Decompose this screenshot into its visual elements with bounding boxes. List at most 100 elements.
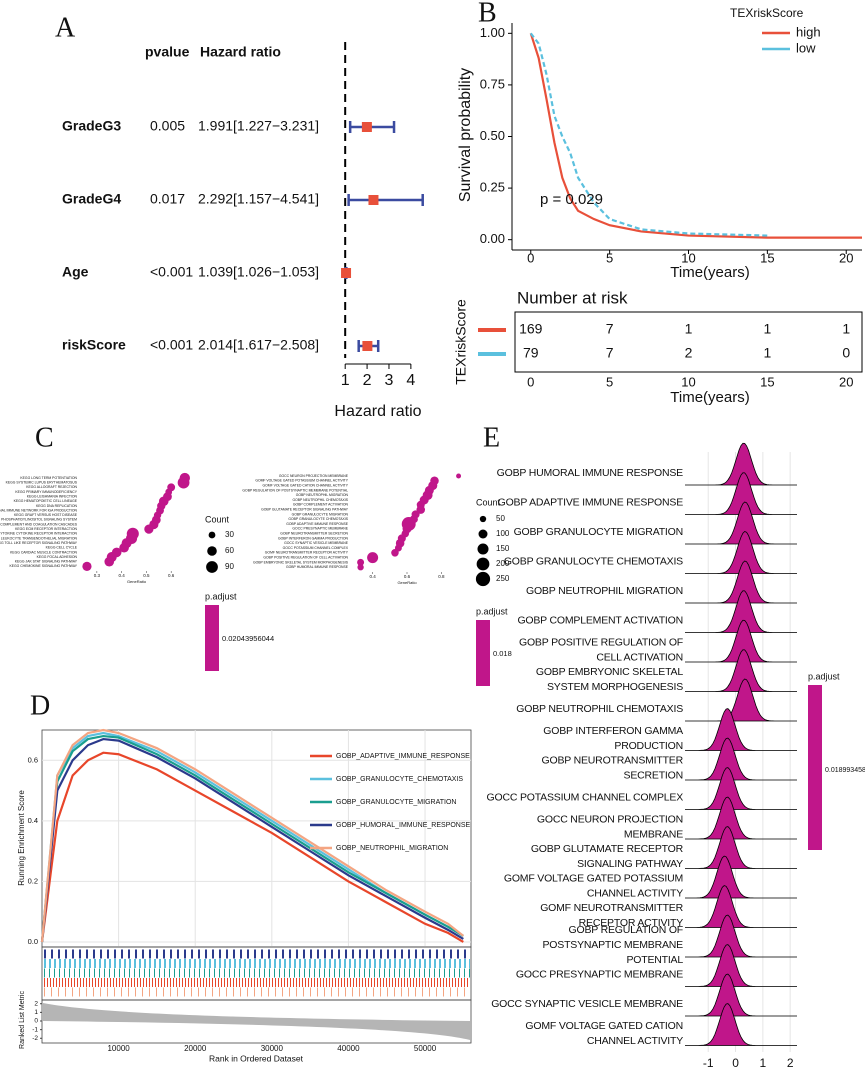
risk-count: 7 <box>606 321 614 337</box>
es-line <box>40 737 464 943</box>
term-label: KEGG PRIMARY IMMUNODEFICIENCY <box>15 490 77 494</box>
hr-box <box>361 122 372 132</box>
x-tick-label: 30000 <box>261 1044 284 1053</box>
p-value: <0.001 <box>150 264 193 280</box>
term-label: KEGG CARDIAC MUSCLE CONTRACTION <box>10 550 77 554</box>
dot <box>456 473 462 479</box>
term-label: GOCC SYNAPTIC VESICLE MEMBRANE <box>284 541 349 545</box>
survival-curve <box>529 32 768 237</box>
ridge <box>685 944 797 987</box>
ridge <box>685 619 797 663</box>
ridge <box>685 708 797 751</box>
x-tick-label: 20 <box>839 250 853 265</box>
x-tick-label: 20 <box>839 374 853 389</box>
x-tick-label: 15 <box>760 250 774 265</box>
ridge <box>685 914 797 958</box>
size-legend-dot <box>476 557 490 571</box>
size-legend-label: 150 <box>496 544 510 553</box>
x-tick-label: 0 <box>527 374 534 389</box>
row-label: GradeG3 <box>62 118 121 134</box>
term-label: KEGG DNA REPLICATION <box>36 504 78 508</box>
term-label: GOBP POSITIVE REGULATION OF CELL ACTIVAT… <box>263 555 348 559</box>
dot <box>367 552 379 564</box>
dot <box>177 476 190 489</box>
y-axis-label: Survival probability <box>457 68 474 202</box>
size-legend-dot <box>475 571 491 587</box>
x-tick-label: 4 <box>406 372 415 389</box>
y-axis-label: Running Enrichment Score <box>17 790 26 886</box>
dot <box>104 556 115 567</box>
x-tick-label: 10000 <box>107 1044 130 1053</box>
dot <box>119 542 129 553</box>
x-tick-label: 0.8 <box>438 574 445 579</box>
term-label: GOCC SYNAPTIC VESICLE MEMBRANE <box>491 998 683 1010</box>
term-label: GOMF NEUROTRANSMITTER <box>540 902 683 914</box>
y-tick-label: 1 <box>34 1009 38 1016</box>
ridge <box>685 472 797 515</box>
hr-label: 2.014[1.617−2.508] <box>198 337 319 353</box>
y-tick-label: 1.00 <box>480 25 505 40</box>
risk-count: 1 <box>842 321 850 337</box>
term-label: GOCC PRESYNAPTIC MEMBRANE <box>516 968 683 980</box>
term-label: MEMBRANE <box>624 828 683 840</box>
panel-label: C <box>35 422 54 453</box>
term-label: GOBP HUMORAL IMMUNE RESPONSE <box>286 565 349 569</box>
dot <box>391 549 399 557</box>
term-label: SIGNALING PATHWAY <box>577 858 683 870</box>
term-label: GOBP NEUROTRANSMITTER <box>542 754 684 766</box>
term-label: KEGG FOCAL ADHESION <box>37 555 78 559</box>
p-value: <0.001 <box>150 337 193 353</box>
hr-label: 1.991[1.227−3.231] <box>198 118 319 134</box>
x-axis-label: Rank in Ordered Dataset <box>209 1053 304 1063</box>
survival-curve <box>529 32 862 239</box>
term-label: POSTSYNAPTIC MEMBRANE <box>543 939 684 951</box>
color-legend-label: 0.018 <box>493 649 512 658</box>
size-legend-dot <box>207 546 217 556</box>
es-line <box>40 751 464 943</box>
term-label: CELL ACTIVATION <box>596 651 683 663</box>
size-legend-dot <box>208 531 216 539</box>
dot <box>82 561 92 571</box>
size-legend-label: 250 <box>496 574 510 583</box>
term-label: GOMF VOLTAGE GATED POTASSIUM CHANNEL ACT… <box>255 479 348 483</box>
x-tick-label: 3 <box>385 372 394 389</box>
panel-label: A <box>55 12 76 43</box>
term-label: SECRETION <box>624 769 683 781</box>
risk-count: 7 <box>606 345 614 361</box>
term-label: GOCC PRESYNAPTIC MEMBRANE <box>292 527 348 531</box>
size-legend-dot <box>479 515 487 523</box>
row-label: Age <box>62 264 89 280</box>
term-label: GOMF VOLTAGE GATED POTASSIUM <box>504 872 683 884</box>
size-legend-label: 60 <box>225 546 234 555</box>
term-label: GOCC NEURON PROJECTION <box>537 813 683 825</box>
size-legend-title: Count <box>476 497 501 507</box>
x-tick-label: 50000 <box>414 1044 437 1053</box>
es-line <box>40 734 464 943</box>
color-legend-title: p.adjust <box>808 671 840 681</box>
hr-box <box>341 268 352 278</box>
hr-box <box>362 341 373 351</box>
x-tick-label: 5 <box>606 250 613 265</box>
term-label: KEGG ECM RECEPTOR INTERACTION <box>15 527 77 531</box>
ci-bar <box>348 121 396 133</box>
ridge <box>685 796 797 840</box>
ridge <box>685 531 797 574</box>
term-label: KEGG COMPLEMENT AND COAGULATION CASCADES <box>0 522 78 526</box>
x-axis-label: Hazard ratio <box>334 403 421 420</box>
legend-label: low <box>796 40 816 55</box>
term-label: SYSTEM MORPHOGENESIS <box>547 681 683 693</box>
term-label: GOBP COMPLEMENT ACTIVATION <box>517 614 683 626</box>
term-label: GOBP INTERFERON GAMMA <box>543 725 683 737</box>
x-tick-label: 0.5 <box>143 573 150 578</box>
annotation: p = 0.029 <box>540 191 603 208</box>
legend-title: TEXriskScore <box>730 6 804 20</box>
x-axis-label: GeneRatio <box>127 579 147 584</box>
term-label: GOBP ADAPTIVE IMMUNE RESPONSE <box>498 496 684 508</box>
term-label: KEGG LEUKOCYTE TRANSENDOTHELIAL MIGRATIO… <box>0 536 78 540</box>
row-label: GradeG4 <box>62 191 121 207</box>
x-tick-label: 0.3 <box>94 573 101 578</box>
term-label: KEGG CYTOKINE CYTOKINE RECEPTOR INTERACT… <box>0 532 78 536</box>
term-label: GOBP EMBRYONIC SKELETAL SYSTEM MORPHOGEN… <box>253 560 349 564</box>
term-label: KEGG INTESTINAL IMMUNE NETWORK FOR IGA P… <box>0 508 78 512</box>
